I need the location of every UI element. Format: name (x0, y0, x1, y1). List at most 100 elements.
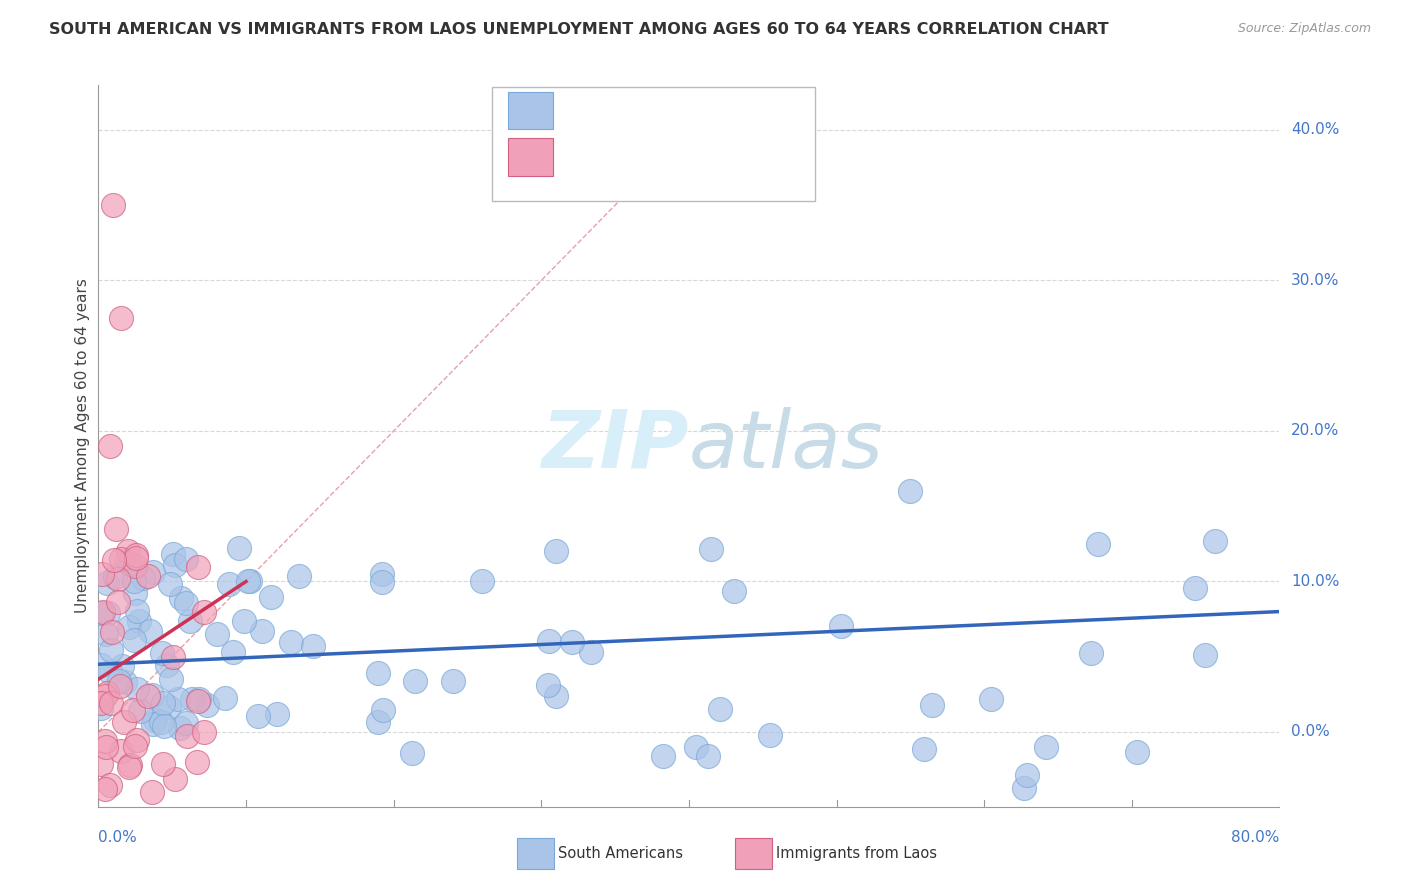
Point (110, 311, 132, 326)
Point (122, 633, 145, 648)
Point (167, 692, 190, 706)
Point (124, 586, 146, 600)
Text: Source: ZipAtlas.com: Source: ZipAtlas.com (1237, 22, 1371, 36)
Point (115, 554, 138, 568)
Text: 44: 44 (671, 147, 690, 161)
Point (96, 576, 118, 591)
Point (118, 620, 141, 634)
Point (187, 691, 209, 706)
Point (127, 681, 149, 696)
Point (181, 691, 204, 706)
Text: 0.112: 0.112 (591, 102, 637, 116)
Text: South Americans: South Americans (558, 847, 683, 861)
Point (371, 566, 394, 581)
Text: Immigrants from Laos: Immigrants from Laos (776, 847, 938, 861)
Point (288, 569, 311, 583)
Point (373, 703, 395, 717)
Point (247, 708, 270, 723)
Point (124, 739, 146, 754)
Point (222, 645, 245, 659)
Point (709, 701, 731, 715)
Point (174, 716, 197, 731)
Text: 80.0%: 80.0% (1232, 830, 1279, 845)
Point (367, 714, 389, 729)
Point (128, 614, 150, 628)
Point (186, 755, 208, 769)
Point (125, 548, 148, 562)
Text: 10.0%: 10.0% (1291, 574, 1340, 589)
Point (111, 659, 134, 673)
Point (471, 574, 494, 588)
Point (103, 553, 125, 567)
Point (142, 565, 165, 579)
Point (96, 627, 118, 641)
Point (90, 756, 112, 771)
Point (125, 551, 148, 566)
Point (1126, 745, 1149, 759)
Point (93, 734, 115, 748)
Point (152, 696, 174, 710)
Text: 0.133: 0.133 (591, 147, 637, 161)
Point (1184, 582, 1206, 596)
Point (103, 198, 125, 212)
Point (162, 547, 184, 561)
Point (108, 674, 131, 689)
Text: 0.0%: 0.0% (98, 830, 138, 845)
Point (98, 665, 121, 679)
Point (546, 543, 568, 558)
Text: ZIP: ZIP (541, 407, 689, 485)
Point (1017, 768, 1039, 782)
Point (441, 673, 464, 688)
Point (1194, 648, 1216, 662)
Point (93, 689, 115, 703)
Point (132, 571, 155, 585)
Point (139, 624, 162, 639)
Text: N =: N = (640, 147, 672, 161)
Point (129, 705, 152, 719)
Point (138, 569, 160, 583)
Text: 40.0%: 40.0% (1291, 122, 1340, 137)
Point (195, 698, 218, 712)
Point (159, 699, 181, 714)
Point (160, 672, 183, 686)
Point (176, 729, 198, 743)
Point (169, 721, 191, 735)
Point (1035, 740, 1057, 755)
Point (136, 690, 159, 704)
Point (214, 691, 236, 706)
Point (141, 688, 163, 702)
Point (155, 658, 177, 673)
Text: 30.0%: 30.0% (1291, 273, 1340, 288)
Point (193, 605, 215, 619)
Point (97, 606, 120, 620)
Point (370, 575, 392, 590)
Point (830, 619, 852, 633)
Point (100, 696, 122, 710)
Point (127, 732, 149, 747)
Point (697, 748, 720, 763)
Point (150, 646, 173, 660)
Point (759, 728, 782, 742)
Text: atlas: atlas (689, 407, 884, 485)
Point (239, 574, 262, 588)
Point (238, 574, 260, 589)
Point (1080, 646, 1102, 660)
Point (117, 544, 139, 558)
Text: R =: R = (560, 147, 591, 161)
Point (90, 658, 112, 673)
Text: N =: N = (640, 102, 672, 116)
Point (112, 714, 135, 729)
Point (302, 639, 325, 653)
Point (110, 744, 132, 758)
Point (218, 577, 240, 591)
Point (700, 541, 723, 556)
Point (685, 739, 707, 754)
Text: 0.0%: 0.0% (1291, 724, 1330, 739)
Point (260, 590, 283, 604)
Point (207, 626, 229, 640)
Text: 99: 99 (671, 102, 690, 116)
Point (187, 694, 209, 708)
Point (367, 666, 389, 681)
Point (94, 739, 117, 754)
Point (900, 484, 922, 499)
